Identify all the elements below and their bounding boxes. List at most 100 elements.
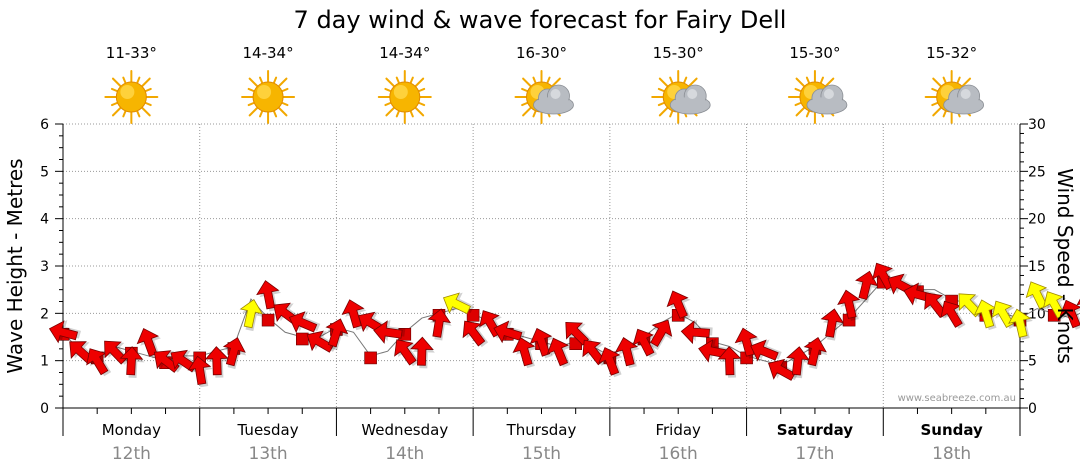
wind-arrow-shape [632,328,655,357]
sun-ray [669,109,674,118]
sun-ray [277,106,288,117]
sun-ray [956,76,961,85]
sun-icon [377,70,432,124]
wind-arrow-shape [442,292,471,315]
wind-arrow [1059,299,1080,330]
y-tick-left: 6 [40,117,49,133]
wind-arrow-shape [187,355,212,386]
wind-arrow-shape [325,318,349,348]
sun-ray [931,87,939,93]
wind-arrow-shape [222,337,246,367]
wind-series [48,262,1080,388]
sun-ray [657,101,666,107]
sun-ray [259,109,264,118]
day-date: 15th [522,444,561,464]
wind-arrow [614,337,640,369]
wind-arrow [1008,308,1033,340]
wind-arrow-shape [803,336,827,367]
wind-arrow-shape [750,339,779,362]
sun-ray [795,106,806,117]
wind-arrow [394,339,420,367]
wind-arrow-shape [256,280,280,310]
wind-arrow-shape [820,308,845,338]
sun-ray [414,77,425,88]
day-name: Friday [655,421,701,439]
cloud-highlight [823,89,834,99]
sun-ray [144,87,152,93]
cloud-shape [669,84,711,115]
weather-row: 11-33° 14-34° 14-34° 16-30° 15-30° 15-30° 15-3… [104,44,985,124]
wind-arrow [820,308,845,341]
cloud-fill [945,97,982,111]
sun-ray [248,77,259,88]
cloud-highlight [687,89,698,99]
sun-ray [280,101,289,107]
sun-ray [384,101,392,107]
sun-ray [658,106,669,117]
wave-point [261,313,275,327]
wind-arrow-shape [1008,308,1032,338]
wind-arrow-shape [855,270,879,300]
wind-arrow-shape [512,337,536,367]
wave-marker [466,308,480,322]
sun-ray [277,77,288,88]
cloud-fill [672,97,709,111]
sun-ray [682,76,688,85]
wind-arrow-shape [529,327,553,357]
day-date: 16th [659,444,698,464]
wind-arrow-shape [734,327,758,357]
wind-arrow [427,308,452,341]
wind-arrow [598,347,623,378]
cloud-highlight [550,89,561,99]
sun-ray [122,76,127,85]
sun-ray [272,109,278,118]
sun-ray [122,109,127,118]
wind-arrow [288,311,321,334]
sun-ray [932,77,943,88]
day-date: 18th [932,444,971,464]
cloud-shape [943,84,985,115]
sun-ray [136,109,141,118]
wave-point [466,308,480,322]
sun-ray [110,101,119,107]
y-axis-label-right: Wind Speed - Knots [1053,168,1077,364]
wind-arrow-shape [410,336,434,366]
partly-cloudy-icon [787,70,848,124]
wind-arrow-shape [666,290,689,319]
sun-ray [110,87,119,93]
partly-cloudy-icon [924,70,985,124]
sun-ray [414,106,425,117]
wind-arrow [222,337,247,370]
wind-arrow [837,289,862,321]
cloud-fill [535,97,572,111]
wind-arrow-shape [991,300,1014,328]
sun-ray [522,77,532,88]
wind-arrow-shape [427,308,452,338]
sun-ray [384,87,392,93]
sun-ray [111,77,122,88]
sun-ray [409,109,414,118]
sun-ray [280,87,289,93]
sun-ray [136,76,141,85]
day-name: Sunday [920,421,983,439]
wind-arrow [546,337,572,368]
sun-ray [247,101,256,107]
wind-arrow-shape [394,339,417,366]
sun-ray [931,101,939,107]
wind-arrow [973,299,999,331]
sun-ray [248,106,259,117]
wind-arrow-shape [341,299,365,329]
cloud-shape [533,84,574,115]
partly-cloudy-icon [651,70,711,124]
y-tick-right: 20 [1028,212,1046,228]
sun-ray [521,87,529,93]
sun-ray [111,106,122,117]
sun-highlight [393,85,408,99]
wind-arrow-shape [614,337,639,367]
wind-arrow [750,339,782,362]
sun-ray [805,109,811,118]
wind-arrow [187,355,213,388]
wave-marker [364,351,377,365]
y-axis-label-left: Wave Height - Metres [3,158,27,373]
